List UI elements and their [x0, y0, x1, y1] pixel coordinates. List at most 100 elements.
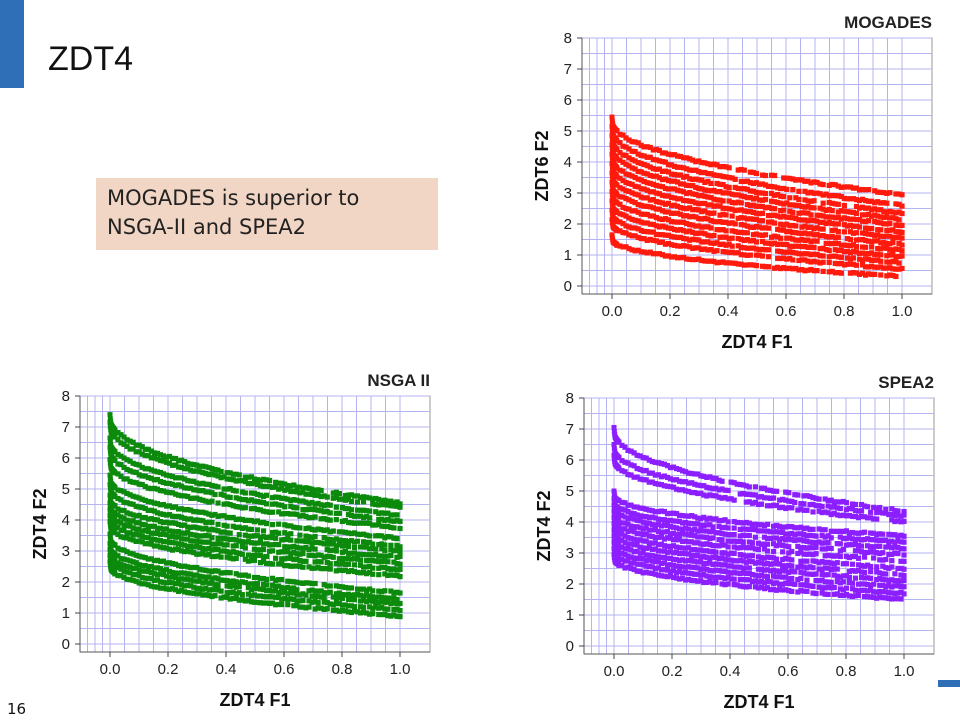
data-point — [753, 263, 760, 269]
data-point — [750, 188, 756, 194]
data-point — [705, 232, 711, 238]
data-point — [200, 487, 206, 494]
data-point — [686, 576, 692, 582]
data-point — [778, 241, 784, 247]
data-point — [863, 272, 869, 278]
data-point — [738, 193, 744, 199]
data-point — [719, 562, 725, 568]
data-point — [853, 244, 860, 250]
data-point — [133, 538, 139, 545]
data-point — [737, 538, 743, 545]
data-point — [260, 581, 267, 587]
data-point — [781, 213, 787, 219]
data-point — [796, 267, 802, 273]
data-point — [693, 191, 699, 198]
data-point — [796, 210, 802, 216]
data-point — [224, 470, 230, 476]
data-point — [656, 191, 662, 197]
data-point — [861, 569, 868, 575]
data-point — [227, 590, 233, 596]
data-point — [811, 244, 817, 251]
data-point — [695, 521, 701, 527]
data-point — [708, 194, 714, 201]
data-point — [185, 485, 191, 491]
data-point — [124, 500, 130, 506]
data-point — [756, 197, 763, 203]
data-point — [635, 140, 641, 146]
data-point — [206, 511, 212, 517]
data-point — [151, 468, 157, 474]
data-point — [619, 562, 625, 568]
data-point — [300, 558, 306, 564]
data-point — [191, 487, 197, 493]
data-point — [248, 533, 254, 539]
data-point — [647, 154, 653, 160]
data-point — [263, 560, 270, 566]
data-point — [145, 582, 151, 588]
data-point — [270, 575, 276, 581]
data-point — [705, 224, 711, 230]
data-point — [206, 499, 212, 505]
data-point — [379, 594, 385, 600]
data-point — [625, 460, 631, 466]
data-point — [339, 518, 345, 525]
data-point — [273, 588, 279, 594]
data-point — [653, 231, 659, 237]
data-point — [749, 571, 755, 578]
data-point — [188, 524, 194, 531]
data-point — [770, 541, 777, 547]
y-tick-label: 7 — [564, 61, 572, 78]
data-point — [345, 591, 352, 597]
data-point — [251, 574, 258, 581]
data-point — [215, 500, 221, 506]
data-point — [133, 520, 139, 526]
data-point — [112, 518, 118, 524]
data-point — [735, 185, 741, 192]
data-point — [729, 206, 735, 212]
data-point — [130, 446, 136, 452]
data-point — [236, 538, 242, 544]
data-point — [285, 584, 291, 591]
data-point — [629, 157, 635, 163]
data-point — [844, 184, 851, 190]
data-point — [849, 536, 856, 542]
data-point — [245, 517, 251, 523]
data-point — [868, 575, 874, 581]
data-point — [652, 558, 658, 565]
data-point — [664, 474, 671, 481]
data-point — [774, 561, 780, 567]
data-point — [684, 166, 690, 172]
data-point — [831, 572, 837, 578]
data-point — [778, 193, 784, 199]
data-point — [643, 525, 649, 531]
data-point — [303, 538, 309, 545]
data-point — [297, 484, 303, 490]
data-point — [224, 542, 230, 548]
data-point — [810, 509, 816, 515]
data-point — [653, 166, 659, 172]
data-point — [796, 251, 802, 257]
data-point — [282, 481, 288, 487]
data-point — [671, 254, 678, 260]
data-point — [853, 262, 860, 268]
data-point — [811, 226, 817, 232]
data-point — [717, 173, 723, 179]
data-point — [731, 581, 737, 588]
data-point — [300, 564, 306, 570]
data-point — [698, 547, 704, 553]
data-point — [348, 597, 355, 603]
data-point — [737, 491, 743, 497]
data-point — [209, 490, 215, 496]
data-point — [376, 553, 382, 559]
data-point — [376, 611, 382, 618]
data-point — [849, 580, 856, 586]
data-point — [805, 251, 811, 257]
data-point — [118, 440, 124, 446]
data-point — [628, 528, 634, 534]
data-point — [698, 482, 704, 489]
data-point — [687, 237, 693, 243]
data-point — [717, 218, 723, 225]
data-point — [342, 542, 349, 549]
data-point — [163, 545, 170, 551]
data-point — [218, 595, 224, 601]
